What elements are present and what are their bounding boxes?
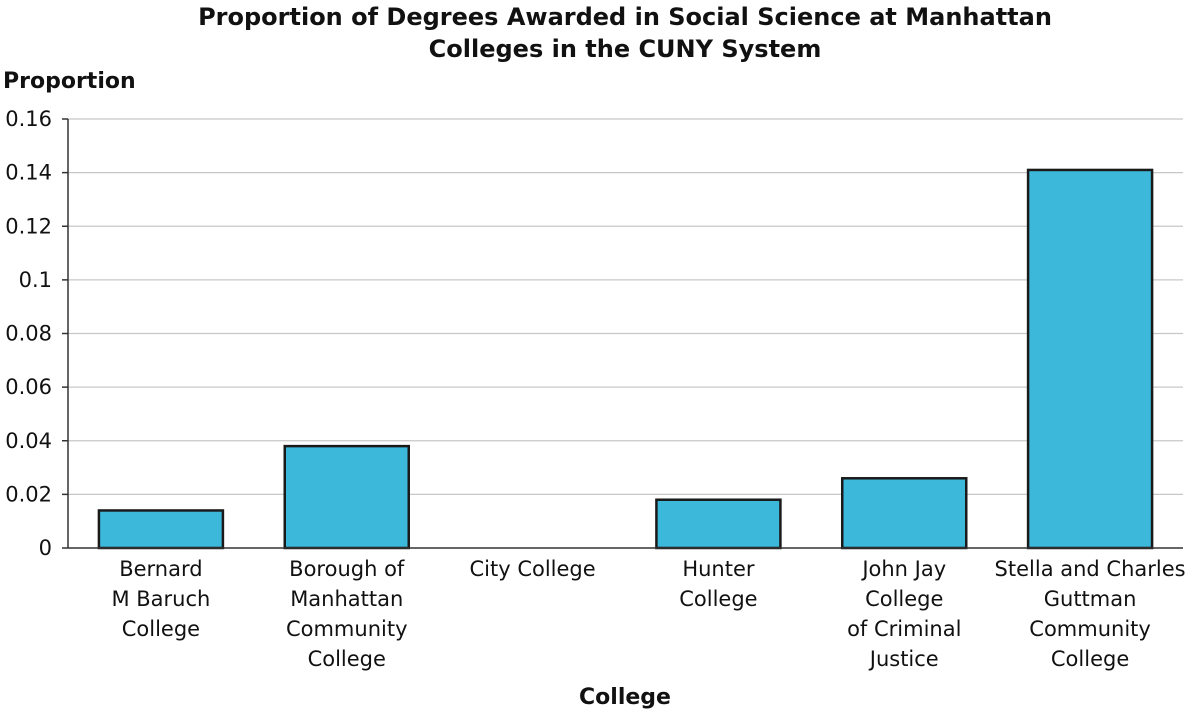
bar (841, 477, 968, 550)
x-tick-label-line: College (1051, 647, 1129, 671)
x-tick-label: Hunter College (679, 557, 757, 611)
bar (283, 444, 410, 550)
bar (1026, 168, 1154, 550)
x-tick-label-line: Guttman (1044, 587, 1137, 611)
x-tick-label-line: John Jay (860, 557, 946, 581)
x-tick-label-line: Stella and Charles (995, 557, 1186, 581)
x-axis-label: College (579, 685, 671, 710)
bar (655, 498, 782, 550)
chart-title-line: Colleges in the CUNY System (429, 35, 822, 63)
y-tick-label: 0.12 (5, 214, 52, 238)
x-tick-label: Borough of Manhattan Community College (286, 557, 408, 671)
x-tick-label: City College (469, 557, 595, 581)
x-tick-label: Stella and Charles Guttman Community Colleg… (995, 557, 1186, 671)
y-tick-label: 0.16 (5, 107, 52, 131)
x-tick-label-line: M Baruch (111, 587, 210, 611)
x-tick-label-line: Bernard (119, 557, 202, 581)
bar (97, 509, 225, 550)
y-tick-label: 0.04 (5, 429, 52, 453)
x-tick-label-line: Justice (868, 647, 939, 671)
x-tick-label: Bernard M Baruch College (111, 557, 210, 641)
y-tick-label: 0.06 (5, 375, 52, 399)
bars (97, 168, 1154, 550)
x-tick-label-line: College (865, 587, 943, 611)
x-tick-label-line: Manhattan (290, 587, 403, 611)
chart-title: Proportion of Degrees Awarded in Social … (198, 3, 1052, 63)
x-tick-label-line: Borough of (289, 557, 405, 581)
chart-title-line: Proportion of Degrees Awarded in Social … (198, 3, 1052, 31)
x-tick-label-line: College (679, 587, 757, 611)
gridlines (68, 118, 1183, 495)
y-tick-label: 0 (39, 536, 52, 560)
x-tick-label-line: College (122, 617, 200, 641)
x-tick-label-line: City College (469, 557, 595, 581)
x-tick-label-line: Community (1029, 617, 1151, 641)
x-tick-label-line: Hunter (682, 557, 755, 581)
x-tick-label-line: of Criminal (847, 617, 961, 641)
x-axis-ticks: Bernard M Baruch College Borough of Manhatta… (111, 557, 1185, 671)
x-tick-label: John Jay College of Criminal Justice (847, 557, 961, 671)
y-axis-ticks: 0 0.02 0.04 0.06 0.08 0.1 0.12 0.14 0.16 (5, 107, 68, 560)
y-tick-label: 0.02 (5, 482, 52, 506)
y-tick-label: 0.1 (19, 268, 52, 292)
y-tick-label: 0.14 (5, 161, 52, 185)
x-tick-label-line: College (308, 647, 386, 671)
x-tick-label-line: Community (286, 617, 408, 641)
y-axis-label: Proportion (3, 69, 136, 94)
y-tick-label: 0.08 (5, 322, 52, 346)
